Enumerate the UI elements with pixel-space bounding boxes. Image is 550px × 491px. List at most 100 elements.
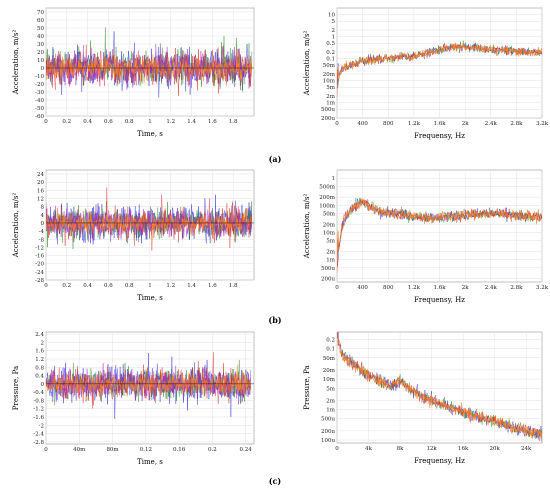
x-tick-label: 1.4 — [187, 283, 196, 289]
y-tick-label: 2m — [326, 94, 335, 100]
y-tick-label: 1 — [332, 35, 336, 41]
x-tick-label: 1.6 — [208, 119, 217, 125]
y-tick-label: -12 — [35, 245, 44, 251]
y-tick-label: 200u — [321, 429, 335, 435]
series-line — [46, 204, 253, 242]
series-group — [337, 40, 542, 98]
x-tick-label: 400 — [357, 121, 368, 127]
y-tick-label: 5m — [326, 239, 335, 245]
y-tick-label: 0.1 — [326, 57, 335, 63]
caption-a: (a) — [269, 154, 282, 164]
x-tick-label: 0.2 — [62, 283, 71, 289]
x-tick-label: 0.6 — [104, 283, 113, 289]
y-tick-label: -2.4 — [33, 432, 44, 438]
y-tick-label: -10 — [35, 74, 44, 80]
x-tick-label: 1.6k — [433, 285, 446, 291]
x-tick-label: 1.2 — [166, 119, 175, 125]
y-tick-label: 2m — [326, 398, 335, 404]
chart-panel-a-time: 0 0.2 0.4 0.6 0.8 1 1.2 1.4 1.6 1.8 70 60 50 40 30 20 10… — [12, 7, 255, 138]
y-tick-label: 12 — [37, 197, 44, 203]
x-tick-label: 1.2k — [408, 121, 421, 127]
y-tick-label: 40 — [37, 34, 44, 40]
x-axis-label: Frequensy, Hz — [414, 296, 465, 304]
y-tick-label: -24 — [35, 270, 44, 276]
x-axis-label: Frequensy, Hz — [414, 132, 465, 140]
series-line — [46, 363, 252, 402]
x-tick-label: 2k — [462, 121, 469, 127]
x-tick-label: 8k — [397, 446, 404, 452]
series-group — [46, 187, 253, 251]
y-tick-label: 0.5 — [326, 41, 335, 47]
y-tick-label: 16 — [37, 188, 44, 194]
x-tick-label: 40m — [73, 447, 86, 453]
x-tick-label: 16k — [458, 446, 469, 452]
y-tick-label: -0.8 — [33, 398, 44, 404]
y-tick-label: 20m — [323, 72, 336, 78]
y-tick-label: 50m — [323, 356, 336, 362]
y-tick-label: 10 — [328, 13, 335, 19]
y-tick-label: 10 — [37, 58, 44, 64]
x-tick-label: 800 — [383, 121, 394, 127]
y-axis-label: Acceleration, m/s² — [12, 30, 20, 96]
y-tick-label: 2.4 — [35, 332, 44, 338]
y-tick-label: 20 — [37, 180, 44, 186]
y-axis-label: Acceleration, m/s² — [303, 31, 311, 97]
x-tick-label: 1.6 — [208, 283, 217, 289]
y-tick-label: 0.1 — [326, 347, 335, 353]
y-tick-label: 10m — [323, 377, 336, 383]
y-tick-label: 4 — [41, 213, 45, 219]
y-tick-label: 10m — [323, 79, 336, 85]
y-tick-label: 50m — [323, 63, 336, 69]
y-tick-label: 2 — [332, 28, 336, 34]
y-tick-label: 20 — [37, 50, 44, 56]
x-tick-label: 0.12 — [140, 447, 152, 453]
x-tick-label: 0.6 — [104, 119, 113, 125]
y-tick-label: 20m — [323, 368, 336, 374]
x-axis-label: Frequensy, Hz — [414, 457, 465, 465]
y-tick-label: 200u — [321, 277, 335, 283]
series-line — [46, 53, 253, 86]
y-tick-label: 5m — [326, 85, 335, 91]
x-tick-label: 12k — [426, 446, 437, 452]
series-group — [337, 197, 542, 274]
y-tick-label: -60 — [35, 114, 44, 120]
y-tick-label: -1.6 — [33, 415, 44, 421]
series-group — [337, 332, 542, 442]
x-tick-label: 1.4 — [187, 119, 196, 125]
y-tick-label: 2m — [326, 249, 335, 255]
y-tick-label: 500m — [319, 184, 335, 190]
y-tick-label: 1.6 — [35, 349, 44, 355]
x-tick-label: 2.4k — [485, 285, 498, 291]
y-tick-label: 0.8 — [35, 365, 44, 371]
x-axis-label: Time, s — [137, 294, 163, 302]
x-tick-label: 0.4 — [83, 283, 92, 289]
y-tick-label: 24 — [37, 172, 44, 178]
chart-panel-c-time: 0 40m 80m 0.12 0.16 0.2 0.242.421.61.20.80.40-… — [12, 331, 255, 466]
x-tick-label: 3.2k — [536, 285, 549, 291]
series-line — [46, 27, 253, 91]
y-tick-label: 500u — [321, 266, 335, 272]
series-group — [46, 27, 253, 98]
x-tick-label: 400 — [357, 285, 368, 291]
x-tick-label: 1.8 — [229, 283, 238, 289]
y-tick-label: 50m — [323, 211, 336, 217]
x-tick-label: 0 — [335, 121, 339, 127]
y-tick-label: -0.4 — [33, 390, 44, 396]
caption-b: (b) — [268, 315, 281, 325]
x-tick-label: 800 — [383, 285, 394, 291]
x-tick-label: 4k — [365, 446, 372, 452]
series-line — [337, 42, 542, 80]
chart-panel-b-time: 0 0.2 0.4 0.6 0.8 1 1.2 1.4 1.6 1.8 24 20 16 12 8 4 0 -4 -… — [12, 169, 255, 302]
x-tick-label: 0.16 — [173, 447, 186, 453]
y-tick-label: 100u — [321, 438, 335, 444]
x-tick-label: 2k — [462, 285, 469, 291]
series-line — [46, 200, 253, 243]
y-tick-label: 0 — [41, 66, 45, 72]
y-tick-label: 1m — [326, 408, 335, 414]
x-tick-label: 1.6k — [433, 121, 446, 127]
y-tick-label: -4 — [39, 229, 45, 235]
y-tick-label: 1.2 — [35, 357, 44, 363]
x-tick-label: 0 — [44, 119, 48, 125]
y-tick-label: -50 — [35, 106, 44, 112]
